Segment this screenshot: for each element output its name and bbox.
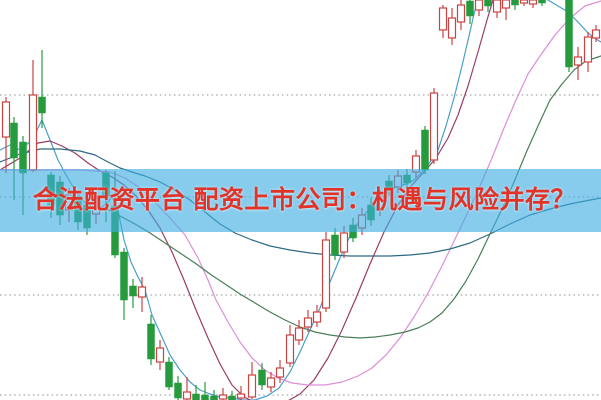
headline-text: 合法配资平台 配资上市公司：机遇与风险并存？ [33, 186, 576, 214]
ma-slow-green [104, 55, 601, 339]
headline-banner: 合法配资平台 配资上市公司：机遇与风险并存？ [0, 169, 601, 232]
ma-mid-maroon [0, 0, 494, 400]
